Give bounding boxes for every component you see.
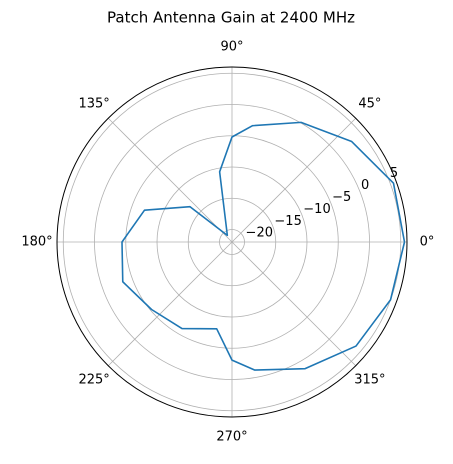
theta-tick-label: 225° bbox=[78, 372, 109, 387]
theta-tick-label: 180° bbox=[21, 235, 52, 250]
theta-tick-label: 315° bbox=[354, 372, 385, 387]
grid-spoke bbox=[231, 241, 357, 367]
polar-frame bbox=[56, 66, 408, 418]
grid-spoke bbox=[107, 241, 233, 367]
r-tick-label: 5 bbox=[390, 166, 398, 181]
theta-tick-label: 270° bbox=[216, 430, 247, 445]
r-tick-label: −15 bbox=[274, 214, 301, 229]
grid-spoke bbox=[231, 117, 357, 243]
r-tick-label: −5 bbox=[332, 190, 351, 205]
r-tick-label: 0 bbox=[361, 178, 369, 193]
theta-tick-label: 90° bbox=[220, 40, 243, 55]
gain-line bbox=[121, 121, 406, 371]
chart-title: Patch Antenna Gain at 2400 MHz bbox=[107, 9, 355, 27]
theta-tick-label: 0° bbox=[420, 235, 435, 250]
r-tick-label: −20 bbox=[246, 226, 273, 241]
r-tick-label: −10 bbox=[303, 202, 330, 217]
grid-spoke bbox=[107, 117, 233, 243]
theta-tick-label: 45° bbox=[358, 97, 381, 112]
theta-tick-label: 135° bbox=[78, 97, 109, 112]
